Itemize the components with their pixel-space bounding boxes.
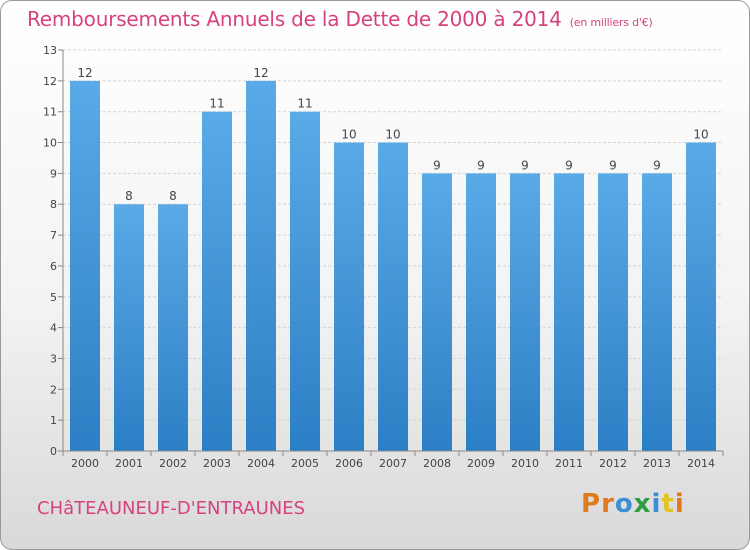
x-tick-label: 2001 (115, 457, 143, 470)
y-tick-label: 4 (50, 322, 57, 335)
y-tick-label: 9 (50, 167, 57, 180)
x-tick-label: 2004 (247, 457, 275, 470)
x-tick-label: 2005 (291, 457, 319, 470)
x-tick-label: 2014 (687, 457, 715, 470)
y-tick-label: 0 (50, 445, 57, 458)
bar (598, 173, 628, 451)
commune-name: CHâTEAUNEUF-D'ENTRAUNES (37, 498, 306, 519)
bar (378, 142, 408, 452)
bar (70, 80, 100, 451)
data-label: 9 (521, 158, 529, 172)
data-label: 12 (253, 66, 268, 80)
data-label: 9 (477, 158, 485, 172)
x-tick-label: 2011 (555, 457, 583, 470)
x-tick-label: 2003 (203, 457, 231, 470)
data-label: 9 (653, 158, 661, 172)
data-label: 10 (693, 128, 708, 142)
y-tick-label: 7 (50, 229, 57, 242)
data-label: 11 (209, 97, 224, 111)
data-label: 9 (609, 158, 617, 172)
x-tick-label: 2002 (159, 457, 187, 470)
y-tick-label: 12 (43, 75, 57, 88)
bar (334, 142, 364, 452)
y-tick-label: 3 (50, 352, 57, 365)
y-tick-label: 1 (50, 414, 57, 427)
data-label: 10 (385, 128, 400, 142)
y-tick-label: 6 (50, 260, 57, 273)
data-label: 10 (341, 128, 356, 142)
bars: 12 8 8 11 12 11 10 10 9 9 9 9 9 9 10 (70, 66, 716, 452)
x-tick-label: 2008 (423, 457, 451, 470)
y-tick-label: 11 (43, 106, 57, 119)
bar (290, 111, 320, 451)
data-label: 8 (125, 189, 133, 203)
data-label: 12 (77, 66, 92, 80)
x-tick-label: 2006 (335, 457, 363, 470)
bar (642, 173, 672, 451)
x-tick-label: 2013 (643, 457, 671, 470)
bar (510, 173, 540, 451)
data-label: 8 (169, 189, 177, 203)
data-label: 11 (297, 97, 312, 111)
data-label: 9 (433, 158, 441, 172)
y-tick-label: 2 (50, 383, 57, 396)
y-tick-label: 10 (43, 137, 57, 150)
bar (158, 204, 188, 451)
proxiti-logo[interactable]: Proxiti (581, 489, 685, 519)
chart-title: Remboursements Annuels de la Dette de 20… (27, 7, 653, 31)
x-tick-label: 2012 (599, 457, 627, 470)
x-tick-label: 2010 (511, 457, 539, 470)
x-tick-label: 2007 (379, 457, 407, 470)
bar (114, 204, 144, 451)
x-tick-label: 2000 (71, 457, 99, 470)
chart-unit: (en milliers d'€) (569, 16, 653, 29)
x-tick-label: 2009 (467, 457, 495, 470)
y-tick-label: 5 (50, 291, 57, 304)
bar (246, 80, 276, 451)
data-label: 9 (565, 158, 573, 172)
y-tick-label: 13 (43, 44, 57, 57)
bar (422, 173, 452, 451)
bar (466, 173, 496, 451)
y-tick-label: 8 (50, 198, 57, 211)
bar (202, 111, 232, 451)
chart-title-text: Remboursements Annuels de la Dette de 20… (27, 7, 562, 31)
bar (686, 142, 716, 452)
bar (554, 173, 584, 451)
